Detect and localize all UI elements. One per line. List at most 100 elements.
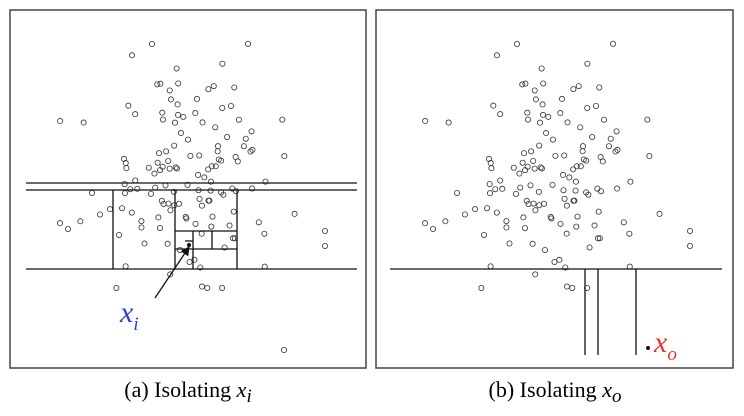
point [560,187,567,194]
point [205,197,212,204]
point [198,230,205,237]
point [516,170,523,177]
point [493,52,500,59]
point [596,84,603,91]
point [644,116,651,123]
point [519,159,526,166]
point [176,200,183,207]
point [570,166,577,173]
point [577,124,584,131]
point [532,207,539,214]
point [172,164,179,171]
point [535,188,542,195]
point [219,60,226,67]
point [530,200,537,207]
point [492,186,499,193]
point [560,171,567,178]
point [585,191,592,198]
point [159,163,166,170]
point [532,271,539,278]
point [205,166,212,173]
point [173,165,180,172]
point [536,119,543,126]
point [524,163,531,170]
point [201,174,208,181]
point [487,263,494,270]
point [540,111,547,118]
point [607,135,614,142]
point [531,87,538,94]
point [558,95,565,102]
point [481,231,488,238]
point [562,264,569,271]
point [154,81,161,88]
point [123,165,130,172]
point [551,258,558,265]
point [614,185,621,192]
point [177,246,184,253]
point [180,113,187,120]
point [160,116,167,123]
point [128,209,135,216]
point [543,130,550,137]
point [170,188,177,195]
point [207,178,214,185]
point [557,110,564,117]
point [532,96,539,103]
point [240,143,247,150]
point [132,111,139,118]
point [186,258,193,265]
point [572,187,579,194]
point [262,178,269,185]
point [566,174,573,181]
point [226,222,233,229]
point [497,111,504,118]
point [563,230,570,237]
point [536,142,543,149]
point-label-a: xi [119,296,139,335]
point [204,284,211,291]
point [209,213,216,220]
point [321,242,328,249]
point [510,164,517,171]
point [570,86,577,93]
point [531,165,538,172]
point [57,118,64,125]
point [167,96,174,103]
point [687,227,694,234]
point [113,284,120,291]
point [214,148,221,155]
point [503,224,510,231]
partitions-b [390,268,722,355]
point [589,133,596,140]
point [184,136,191,143]
point [626,230,633,237]
point [656,210,663,217]
point [592,102,599,109]
point [195,171,202,178]
point [227,102,234,109]
point [597,188,604,195]
point [486,190,493,197]
point [538,165,545,172]
point [548,215,555,222]
point [291,210,298,217]
point [171,202,178,209]
point-label-b: xo [653,326,677,365]
point [529,240,536,247]
point [208,223,215,230]
point [514,41,521,48]
point [89,189,96,196]
point [525,116,532,123]
point [541,200,548,207]
point [156,225,163,232]
points-a [57,40,328,353]
point [422,118,429,125]
point [573,223,580,230]
point [191,256,198,263]
point [517,184,524,191]
point [198,283,205,290]
point [175,111,182,118]
point [249,146,256,153]
